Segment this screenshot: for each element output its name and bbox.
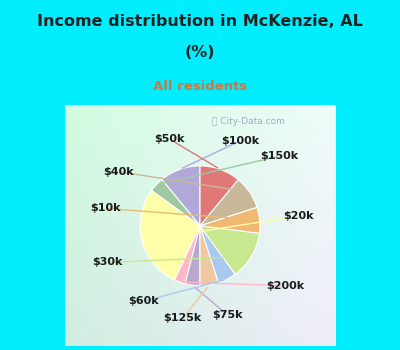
Wedge shape	[152, 180, 200, 226]
Wedge shape	[185, 226, 200, 286]
Text: Income distribution in McKenzie, AL: Income distribution in McKenzie, AL	[37, 14, 363, 28]
Wedge shape	[200, 226, 260, 274]
Text: $30k: $30k	[92, 258, 122, 267]
Wedge shape	[200, 226, 235, 283]
Text: All residents: All residents	[153, 79, 247, 93]
Text: $60k: $60k	[129, 296, 159, 306]
Wedge shape	[140, 190, 200, 280]
Wedge shape	[200, 180, 257, 226]
Wedge shape	[162, 166, 200, 226]
Text: $50k: $50k	[154, 134, 184, 144]
Text: $200k: $200k	[266, 281, 304, 290]
Text: $75k: $75k	[212, 310, 242, 320]
Wedge shape	[200, 166, 238, 226]
Wedge shape	[174, 226, 200, 284]
Text: $125k: $125k	[164, 314, 202, 323]
Text: (%): (%)	[185, 45, 215, 60]
Text: $150k: $150k	[260, 151, 298, 161]
Text: $10k: $10k	[90, 203, 120, 214]
Wedge shape	[200, 226, 218, 286]
Text: $40k: $40k	[104, 167, 134, 177]
Text: $100k: $100k	[222, 136, 260, 146]
Wedge shape	[200, 207, 260, 233]
Text: ⓘ City-Data.com: ⓘ City-Data.com	[212, 117, 285, 126]
Text: $20k: $20k	[283, 211, 314, 221]
